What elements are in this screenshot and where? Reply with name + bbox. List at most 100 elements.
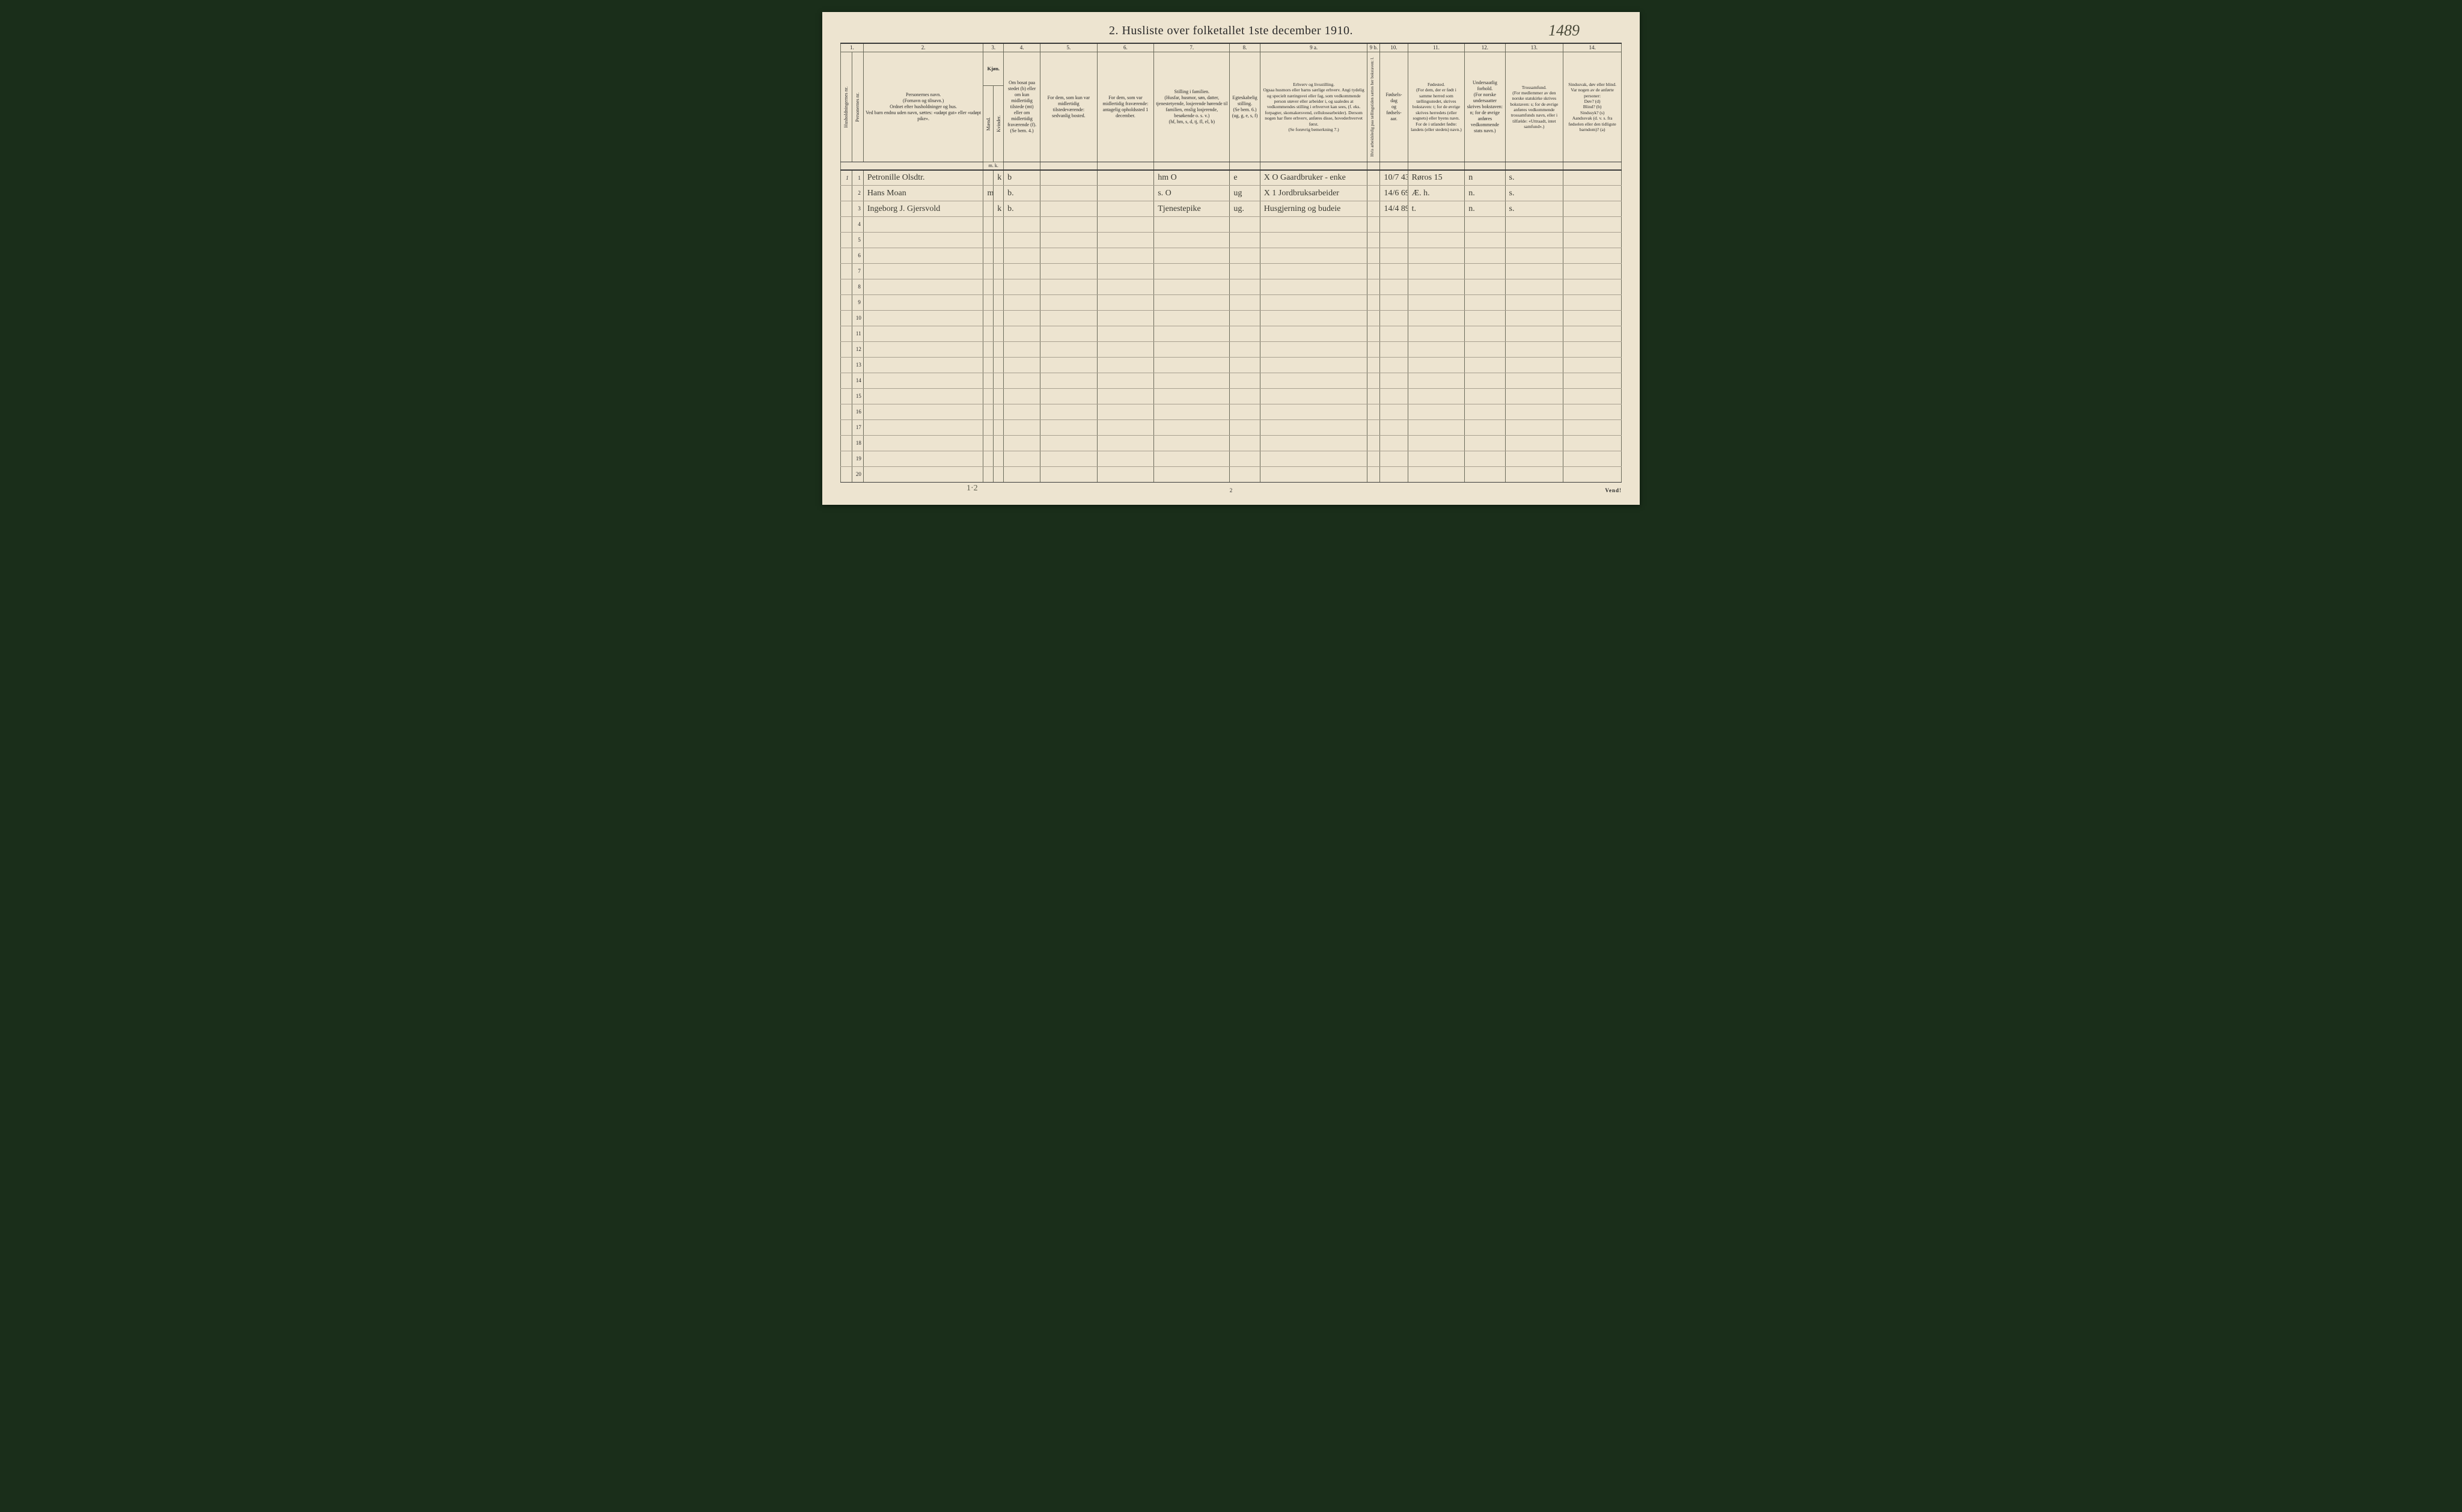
header-c13: Trossamfund. (For medlemmer av den norsk… <box>1505 52 1563 162</box>
header-c4: Om bosat paa stedet (b) eller om kun mid… <box>1004 52 1040 162</box>
cell <box>983 248 994 264</box>
cell <box>1154 279 1230 295</box>
cell <box>1040 451 1098 467</box>
table-row: 17 <box>841 420 1622 436</box>
table-row: 18 <box>841 436 1622 451</box>
cell: ug. <box>1230 201 1260 217</box>
cell <box>1154 342 1230 358</box>
cell <box>863 279 983 295</box>
cell <box>994 326 1004 342</box>
cell: 14/6 69 <box>1380 186 1408 201</box>
cell <box>1154 217 1230 233</box>
cell <box>1408 295 1465 311</box>
cell <box>983 217 994 233</box>
cell <box>1465 373 1505 389</box>
cell <box>1040 248 1098 264</box>
header-c5: For dem, som kun var midlertidig tilsted… <box>1040 52 1098 162</box>
table-row: 2Hans Moanmb.s. OugX 1 Jordbruksarbeider… <box>841 186 1622 201</box>
cell <box>1367 264 1380 279</box>
cell <box>1465 326 1505 342</box>
cell <box>1004 451 1040 467</box>
cell <box>994 389 1004 404</box>
colnum-3: 3. <box>983 43 1004 52</box>
cell <box>1097 326 1154 342</box>
cell <box>1408 451 1465 467</box>
cell <box>1154 264 1230 279</box>
colnum-6: 6. <box>1097 43 1154 52</box>
cell <box>1408 420 1465 436</box>
cell: 14 <box>852 373 863 389</box>
cell <box>1367 186 1380 201</box>
cell <box>1097 217 1154 233</box>
cell <box>1004 373 1040 389</box>
cell <box>1505 217 1563 233</box>
cell <box>994 342 1004 358</box>
cell <box>1408 436 1465 451</box>
cell <box>1004 326 1040 342</box>
cell <box>1408 326 1465 342</box>
cell <box>1408 248 1465 264</box>
cell <box>1004 436 1040 451</box>
cell <box>1040 358 1098 373</box>
cell <box>863 311 983 326</box>
cell <box>1040 217 1098 233</box>
cell <box>863 436 983 451</box>
cell: 2 <box>852 186 863 201</box>
cell <box>983 373 994 389</box>
cell <box>1260 342 1367 358</box>
cell <box>1367 248 1380 264</box>
cell <box>1408 404 1465 420</box>
header-c12: Undersaatlig forhold. (For norske unders… <box>1465 52 1505 162</box>
cell <box>1505 279 1563 295</box>
colnum-9b: 9 b. <box>1367 43 1380 52</box>
table-row: 13 <box>841 358 1622 373</box>
cell <box>1097 389 1154 404</box>
cell <box>1505 436 1563 451</box>
cell <box>983 451 994 467</box>
footer-vend: Vend! <box>1465 487 1622 493</box>
cell: 18 <box>852 436 863 451</box>
cell <box>1465 233 1505 248</box>
cell <box>983 295 994 311</box>
cell <box>1408 233 1465 248</box>
cell <box>1040 326 1098 342</box>
cell <box>1040 279 1098 295</box>
cell <box>1367 311 1380 326</box>
cell <box>983 326 994 342</box>
cell <box>1563 264 1622 279</box>
cell <box>841 326 852 342</box>
cell <box>983 358 994 373</box>
cell <box>1465 248 1505 264</box>
cell: n <box>1465 170 1505 186</box>
cell <box>1465 279 1505 295</box>
cell <box>1408 311 1465 326</box>
cell <box>1505 326 1563 342</box>
cell <box>1367 295 1380 311</box>
cell <box>1380 311 1408 326</box>
cell <box>1563 420 1622 436</box>
cell <box>1380 279 1408 295</box>
cell: 3 <box>852 201 863 217</box>
cell <box>983 201 994 217</box>
cell <box>1230 451 1260 467</box>
cell <box>983 342 994 358</box>
cell <box>1563 186 1622 201</box>
cell <box>863 373 983 389</box>
cell <box>1260 264 1367 279</box>
cell <box>863 420 983 436</box>
header-c1a: Husholdningernes nr. <box>843 84 850 130</box>
cell <box>1563 279 1622 295</box>
cell <box>1004 295 1040 311</box>
page-title: 2. Husliste over folketallet 1ste decemb… <box>1109 24 1353 38</box>
cell <box>983 264 994 279</box>
cell <box>863 295 983 311</box>
cell <box>1465 436 1505 451</box>
footer-page-number: 2 <box>997 487 1465 493</box>
cell <box>1380 451 1408 467</box>
cell <box>1367 358 1380 373</box>
cell <box>1380 404 1408 420</box>
handwritten-page-number: 1489 <box>1548 22 1580 40</box>
cell: 1 <box>852 170 863 186</box>
cell <box>1367 404 1380 420</box>
cell: 13 <box>852 358 863 373</box>
